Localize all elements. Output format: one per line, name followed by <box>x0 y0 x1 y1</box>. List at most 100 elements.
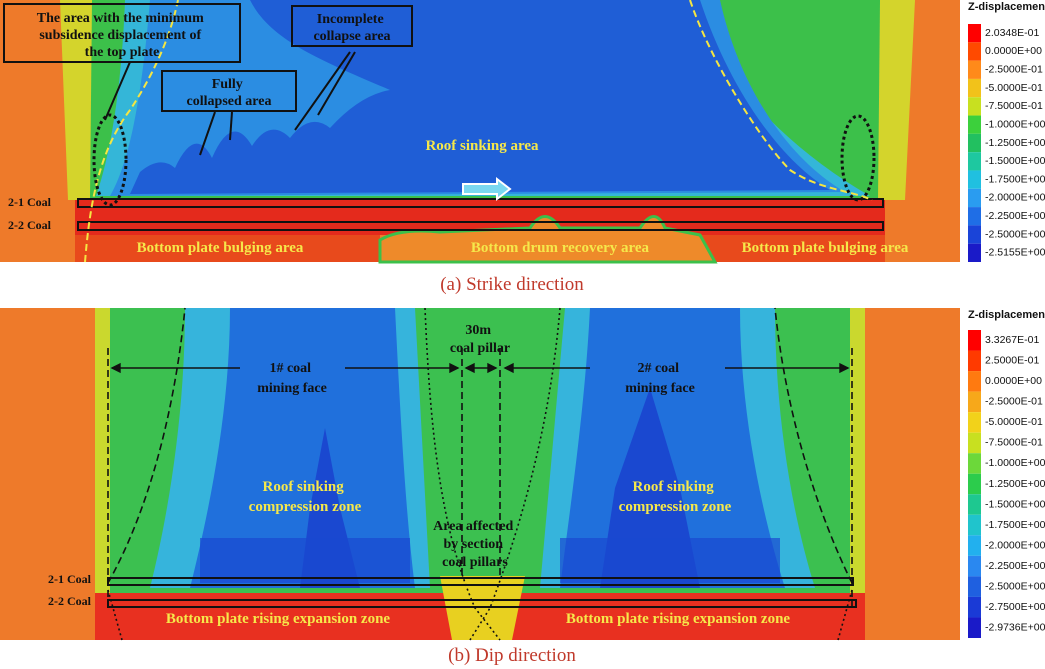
annotation-line: mining face <box>625 381 695 396</box>
annotation-line: coal pillar <box>450 341 510 356</box>
contour-blue <box>190 308 415 588</box>
annotation-line: the top plate <box>85 45 160 60</box>
annotation: 1# coal mining face <box>257 361 327 396</box>
legend-swatch <box>968 555 981 577</box>
annotation: 30m coal pillar <box>450 323 510 356</box>
annotation: Bottom plate bulging area <box>742 240 909 256</box>
boundary-line <box>689 0 873 201</box>
legend-swatch <box>968 494 981 515</box>
legend-label: -2.5000E-01 <box>985 396 1043 408</box>
direction-arrow <box>462 176 512 202</box>
caption: (b) Dip direction <box>448 645 576 666</box>
caption: (a) Strike direction <box>440 274 584 295</box>
annotation: Roof sinking area <box>425 138 539 154</box>
legend-label: -2.0000E+00 <box>985 539 1045 551</box>
coal-label: 2-1 Coal <box>8 195 52 209</box>
label-box <box>161 70 297 112</box>
legend-label: -2.9736E+00 <box>985 622 1045 634</box>
annotation: Incomplete collapse area <box>313 12 390 44</box>
annotation-line: coal pillars <box>442 555 508 570</box>
annotation: The area with the minimum subsidence dis… <box>37 11 207 60</box>
legend-label: -2.2500E+00 <box>985 210 1045 222</box>
annotation-line: 30m <box>465 323 491 338</box>
legend-label: -5.0000E-01 <box>985 82 1043 94</box>
legend-label: -2.0000E+00 <box>985 192 1045 204</box>
legend-label: -1.2500E+00 <box>985 478 1045 490</box>
annotation: Roof sinking compression zone <box>619 479 732 515</box>
annotation-line: compression zone <box>619 499 732 515</box>
annotation-line: Roof sinking <box>632 479 714 495</box>
legend-label: -1.5000E+00 <box>985 498 1045 510</box>
panel-b: 1# coal mining face 30m coal pillar 2# c… <box>0 307 960 641</box>
legend-swatch <box>968 207 981 226</box>
legend-swatch <box>968 170 981 189</box>
annotation: Fully collapsed area <box>187 77 272 109</box>
legend-swatch <box>968 152 981 171</box>
annotation-line: by section <box>444 537 504 552</box>
annotation-line: subsidence displacement of <box>39 28 201 43</box>
legend-swatch <box>968 115 981 134</box>
annotation-line: 1# coal <box>269 361 311 376</box>
legend-label: 2.5000E-01 <box>985 355 1039 367</box>
annotation-line: compression zone <box>249 499 362 515</box>
annotation-line: Roof sinking <box>262 479 344 495</box>
annotation-line: 2# coal <box>637 361 679 376</box>
coal-label: 2-2 Coal <box>8 218 52 232</box>
legend-label: 0.0000E+00 <box>985 45 1042 57</box>
annotation: 2# coal mining face <box>625 361 695 396</box>
legend-label: -1.5000E+00 <box>985 155 1045 167</box>
boundary-dots <box>107 307 853 641</box>
legend-swatch <box>968 133 981 153</box>
legend-title: Z-displacement <box>968 309 1045 321</box>
legend-label: -2.5155E+00 <box>985 247 1045 259</box>
legend-label: 2.0348E-01 <box>985 27 1039 39</box>
contour-darkblue <box>560 538 780 583</box>
legend-label: -1.7500E+00 <box>985 173 1045 185</box>
pointer-arrows <box>104 51 356 156</box>
legend-label: 0.0000E+00 <box>985 375 1042 387</box>
coal-seam <box>77 221 884 231</box>
legend-title: Z-displacement <box>968 1 1045 13</box>
legend-swatch <box>968 78 981 98</box>
legend-swatch <box>968 473 981 495</box>
legend-swatch <box>968 350 981 372</box>
annotation: Bottom plate rising expansion zone <box>566 611 791 627</box>
legend-label: -2.5000E+00 <box>985 580 1045 592</box>
legend-swatch <box>968 60 981 79</box>
annotation-line: Incomplete <box>317 12 384 27</box>
legend-swatch <box>968 412 981 433</box>
annotation: Roof sinking compression zone <box>249 479 362 515</box>
annotation: Bottom drum recovery area <box>471 240 650 256</box>
legend-swatch <box>968 535 981 556</box>
legend-swatch <box>968 514 981 536</box>
legend-swatch <box>968 24 981 43</box>
coal-label: 2-1 Coal <box>48 572 92 586</box>
legend-swatch <box>968 330 981 351</box>
annotation-line: mining face <box>257 381 327 396</box>
contour-blue <box>130 0 830 194</box>
legend-label: -1.2500E+00 <box>985 137 1045 149</box>
legends: Z-displacement 2.0348E-01 0.0000E+00 -2.500… <box>968 1 1045 638</box>
contour-darkblue <box>200 538 410 583</box>
annotation-line: The area with the minimum <box>37 11 204 26</box>
legend-swatch <box>968 225 981 244</box>
legend-label: -5.0000E-01 <box>985 416 1043 428</box>
legend-swatch <box>968 617 981 638</box>
contour-recovery <box>378 215 718 264</box>
legend-swatch <box>968 371 981 392</box>
coal-label: 2-2 Coal <box>48 594 92 608</box>
contour-red-right <box>700 235 885 262</box>
legend-label: -1.0000E+00 <box>985 118 1045 130</box>
legend-label: -1.7500E+00 <box>985 519 1045 531</box>
coal-seam <box>77 198 884 208</box>
legend-swatch <box>968 391 981 413</box>
label-box <box>291 5 413 47</box>
legend-label: -2.5000E+00 <box>985 228 1045 240</box>
legend-label: -2.5000E-01 <box>985 64 1043 76</box>
annotation-line: collapsed area <box>187 94 272 109</box>
legend-label: -2.2500E+00 <box>985 560 1045 572</box>
annotation: Bottom plate rising expansion zone <box>166 611 391 627</box>
panel-a: The area with the minimum subsidence dis… <box>0 0 960 264</box>
marker-ellipse <box>840 114 876 202</box>
